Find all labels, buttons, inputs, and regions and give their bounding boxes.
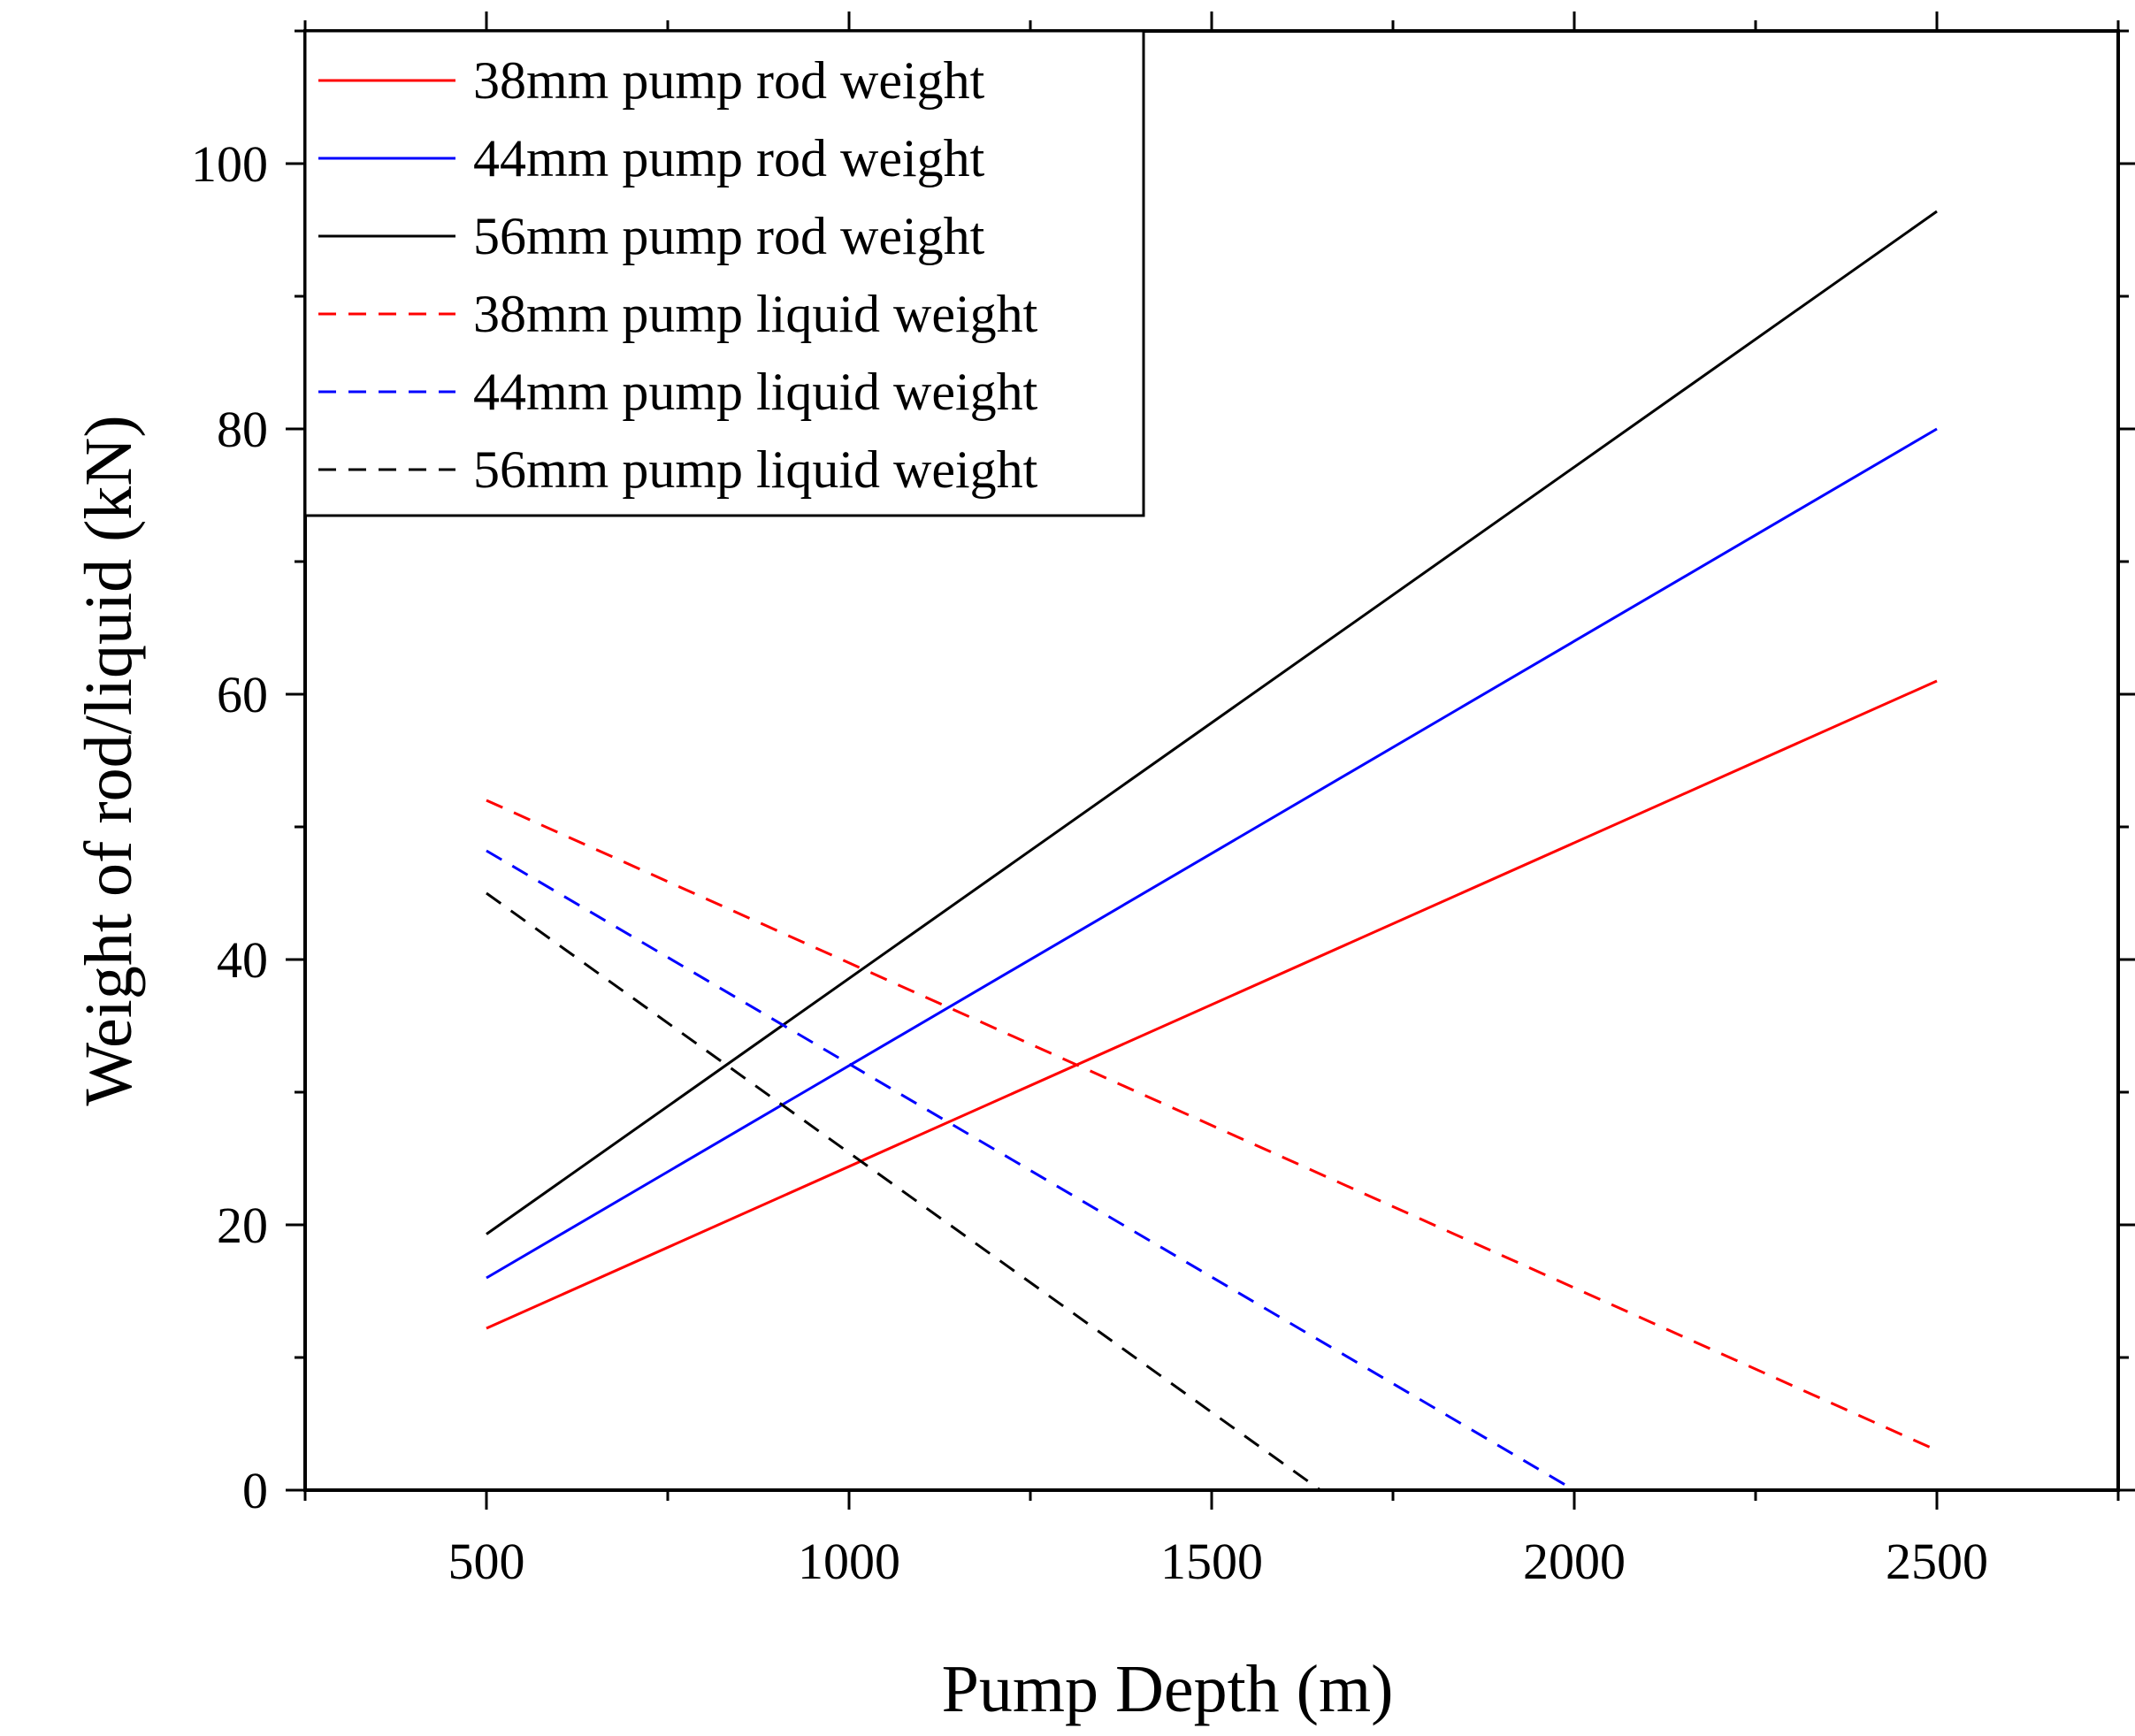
legend-label-2: 56mm pump rod weight bbox=[473, 207, 985, 265]
y-tick-label-1: 20 bbox=[217, 1197, 268, 1254]
x-tick-label-2: 1500 bbox=[1160, 1533, 1263, 1590]
series-line-1 bbox=[486, 427, 1938, 1280]
y-axis-title: Weight of rod/liquid (kN) bbox=[72, 415, 146, 1105]
y-tick-label-2: 40 bbox=[217, 931, 268, 989]
legend-label-0: 38mm pump rod weight bbox=[473, 51, 985, 110]
series-line-0 bbox=[486, 679, 1938, 1330]
x-tick-label-4: 2500 bbox=[1886, 1533, 1988, 1590]
legend-label-5: 56mm pump liquid weight bbox=[473, 440, 1038, 499]
x-tick-label-1: 1000 bbox=[798, 1533, 900, 1590]
y-tick-label-0: 0 bbox=[242, 1462, 268, 1519]
legend-box bbox=[303, 29, 1145, 517]
series-line-3 bbox=[486, 799, 1938, 1452]
x-tick-label-3: 2000 bbox=[1523, 1533, 1626, 1590]
legend-label-4: 44mm pump liquid weight bbox=[473, 363, 1038, 421]
y-tick-label-5: 100 bbox=[191, 135, 268, 193]
series-line-5 bbox=[486, 891, 1321, 1492]
y-tick-label-4: 80 bbox=[217, 401, 268, 458]
y-tick-label-3: 60 bbox=[217, 666, 268, 723]
series-line-2 bbox=[486, 210, 1938, 1235]
legend: 38mm pump rod weight 44mm pump rod weight… bbox=[303, 29, 1145, 517]
legend-label-1: 44mm pump rod weight bbox=[473, 129, 985, 187]
ticks-layer: 500 1000 1500 2000 2500 0 20 40 60 80 100 bbox=[191, 11, 2135, 1590]
series-line-4 bbox=[486, 849, 1575, 1492]
x-tick-label-0: 500 bbox=[448, 1533, 525, 1590]
series-layer bbox=[486, 210, 1938, 1492]
x-axis-title: Pump Depth (m) bbox=[942, 1652, 1394, 1726]
legend-label-3: 38mm pump liquid weight bbox=[473, 285, 1038, 343]
